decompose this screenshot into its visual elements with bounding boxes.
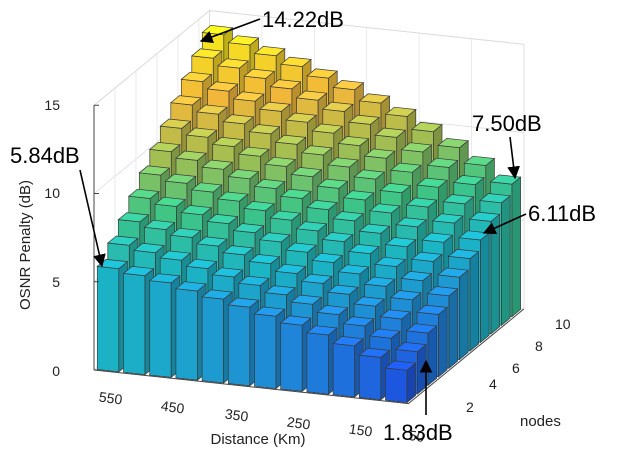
- distance-tick-50: 50: [408, 427, 426, 445]
- bar: [122, 266, 155, 376]
- annotation-arrow-7-50db: [507, 136, 520, 180]
- bars-group: [96, 25, 522, 404]
- bar: [96, 259, 129, 373]
- bar: [253, 306, 286, 390]
- annotations: 14.22dB 7.50dB 5.84dB 6.11dB 1.83dB: [10, 7, 596, 445]
- distance-tick-450: 450: [160, 398, 186, 417]
- z-axis-label: OSNR Penalty (dB): [17, 180, 34, 310]
- distance-tick-350: 350: [224, 406, 250, 425]
- distance-tick-150: 150: [348, 421, 374, 440]
- distance-axis-label: Distance (Km): [210, 431, 305, 448]
- nodes-axis-ticks: 2 4 6 8 10: [466, 316, 571, 415]
- bar: [306, 325, 338, 395]
- nodes-tick-8: 8: [535, 338, 543, 354]
- annotation-arrow-5-84db: [79, 169, 106, 268]
- annotation-14-22db: 14.22dB: [262, 7, 344, 32]
- z-tick-10: 10: [44, 185, 60, 201]
- nodes-tick-10: 10: [555, 316, 571, 332]
- distance-tick-550: 550: [98, 389, 124, 408]
- z-tick-5: 5: [52, 274, 60, 290]
- axes-frame: [93, 104, 525, 405]
- annotation-1-83db: 1.83dB: [383, 420, 453, 445]
- annotation-arrow-14-22db: [199, 18, 261, 43]
- nodes-tick-2: 2: [466, 399, 474, 415]
- z-tick-15: 15: [44, 97, 60, 113]
- annotation-7-50db: 7.50dB: [472, 111, 542, 136]
- bar: [148, 273, 181, 379]
- bar: [332, 336, 365, 398]
- bar: [201, 289, 234, 384]
- annotation-6-11db: 6.11dB: [528, 201, 596, 226]
- distance-axis-ticks: 550 450 350 250 150 50: [98, 389, 426, 446]
- distance-tick-250: 250: [286, 414, 312, 433]
- nodes-axis-label: nodes: [520, 413, 561, 430]
- z-tick-0: 0: [52, 363, 60, 379]
- bar: [384, 360, 417, 404]
- bar: [279, 315, 312, 393]
- nodes-tick-4: 4: [489, 376, 497, 392]
- nodes-tick-6: 6: [512, 360, 520, 376]
- bar: [227, 297, 260, 387]
- axis-baseline: [93, 308, 525, 405]
- bar: [358, 347, 391, 401]
- annotation-arrow-6-11db: [482, 213, 527, 235]
- z-axis-ticks: 0 5 10 15: [44, 97, 60, 379]
- bar: [175, 281, 207, 381]
- annotation-5-84db: 5.84dB: [10, 143, 80, 168]
